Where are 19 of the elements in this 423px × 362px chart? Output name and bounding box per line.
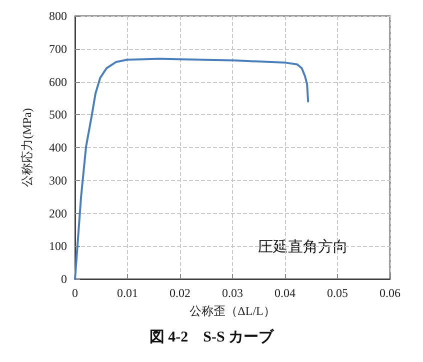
y-tick-label: 600 xyxy=(49,74,67,89)
x-tick-label: 0.06 xyxy=(380,286,400,300)
y-tick-label: 200 xyxy=(49,206,67,220)
x-tick-label: 0.03 xyxy=(222,286,243,300)
y-tick-label: 400 xyxy=(49,140,67,154)
y-tick-label: 800 xyxy=(49,9,67,23)
y-tick-label: 100 xyxy=(49,239,67,254)
y-tick-label: 700 xyxy=(49,42,67,56)
x-tick-label: 0.05 xyxy=(327,286,348,300)
y-tick-label: 300 xyxy=(49,173,67,188)
x-tick-label: 0 xyxy=(72,286,78,300)
x-tick-label: 0.04 xyxy=(274,286,296,300)
y-tick-label: 0 xyxy=(61,272,67,286)
y-axis-title: 公称応力(MPa) xyxy=(20,108,34,187)
y-tick-label: 500 xyxy=(49,108,67,122)
text: 図 4-2 S-S カーブ xyxy=(149,328,275,346)
x-axis-title: 公称歪（ΔL/L） xyxy=(190,304,276,318)
x-tick-label: 0.01 xyxy=(117,286,138,300)
x-tick-label: 0.02 xyxy=(170,286,190,300)
